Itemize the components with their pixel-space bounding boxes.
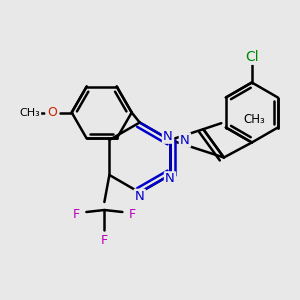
Text: F: F <box>101 233 108 247</box>
Text: CH₃: CH₃ <box>19 107 40 118</box>
Text: Cl: Cl <box>245 50 259 64</box>
Text: N: N <box>163 130 173 142</box>
Text: F: F <box>129 208 136 221</box>
Text: N: N <box>165 172 175 185</box>
Text: F: F <box>73 208 80 221</box>
Text: N: N <box>180 134 190 146</box>
Text: O: O <box>47 106 57 119</box>
Text: N: N <box>135 190 145 203</box>
Text: CH₃: CH₃ <box>243 113 265 126</box>
